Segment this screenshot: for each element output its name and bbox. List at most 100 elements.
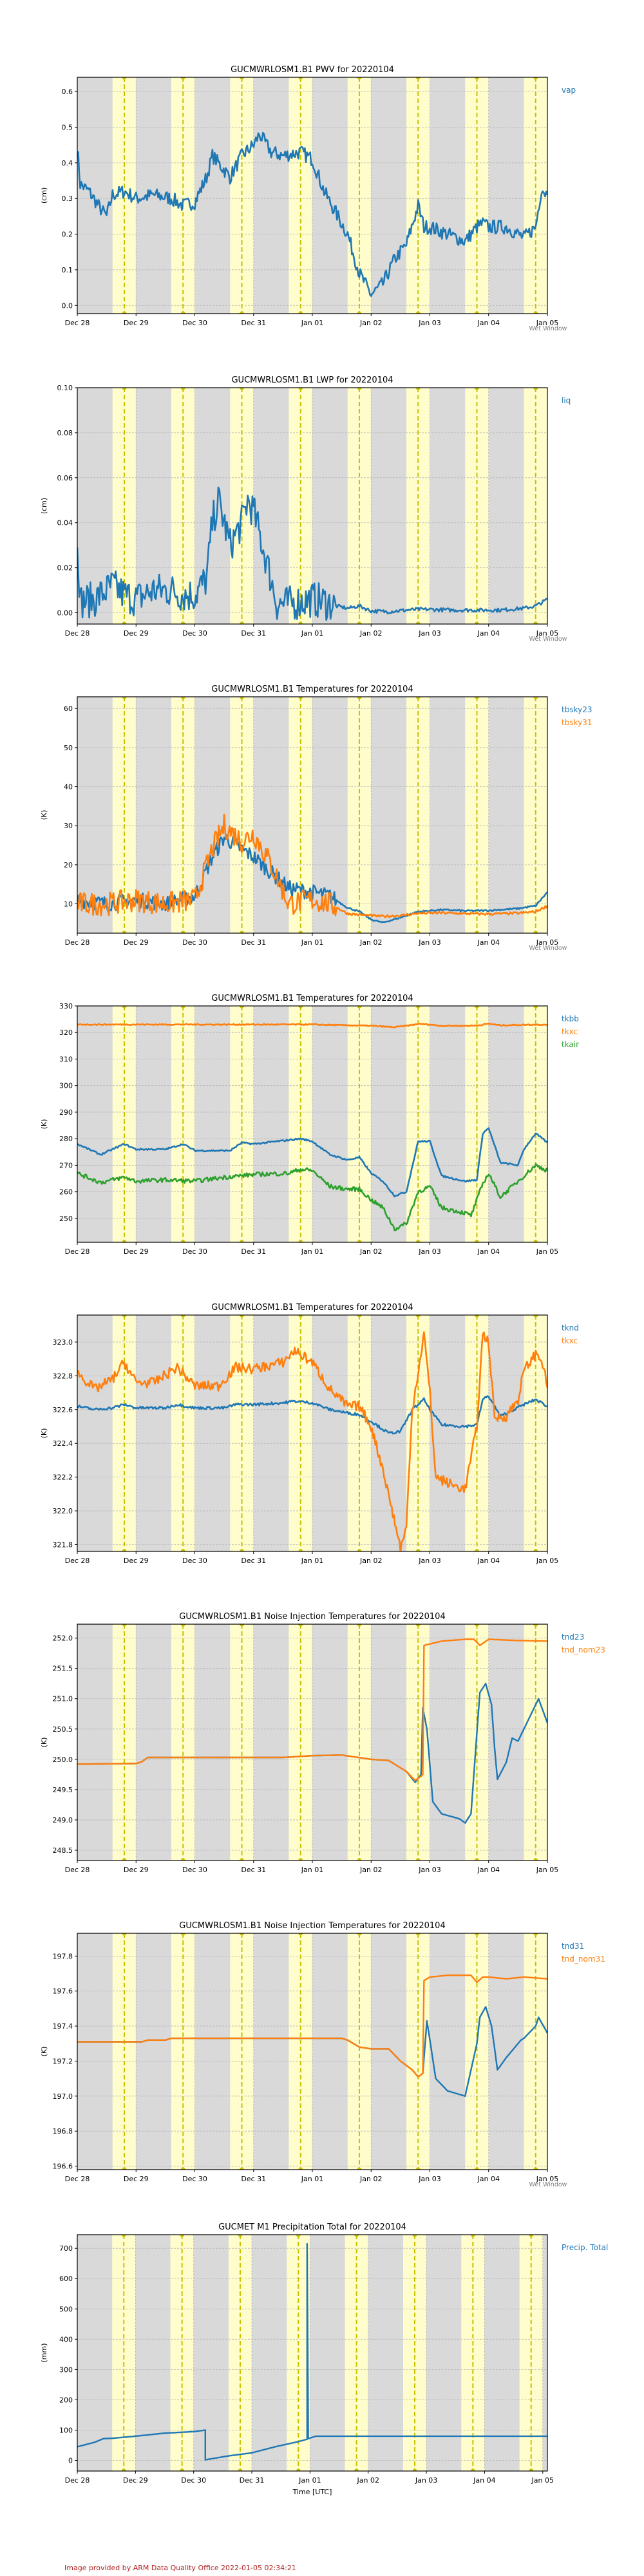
- wet-window-marker-dot: [533, 697, 538, 699]
- y-axis-label: (cm): [40, 498, 48, 514]
- wet-window-marker-dot: [415, 1006, 421, 1009]
- wet-window-marker-dot: [475, 311, 479, 314]
- x-tick-label: Jan 04: [477, 1247, 500, 1256]
- y-tick-label: 197.6: [53, 1987, 73, 1996]
- x-tick-label: Dec 30: [182, 1557, 207, 1565]
- wet-window-marker-dot: [533, 1858, 538, 1861]
- x-tick-label: Dec 28: [65, 1557, 90, 1565]
- y-tick-label: 0.6: [62, 88, 73, 96]
- axes-frame: [77, 2234, 548, 2472]
- y-tick-label: 322.4: [53, 1439, 73, 1448]
- x-tick-label: Jan 01: [301, 629, 323, 638]
- wet-window-annotation: Wet Window: [529, 2181, 567, 2188]
- wet-window-annotation: Wet Window: [529, 325, 567, 332]
- chart-title: GUCMWRLOSM1.B1 Noise Injection Temperatu…: [179, 1921, 445, 1931]
- wet-window-marker-dot: [475, 1240, 479, 1242]
- wet-window-marker-dot: [180, 1006, 185, 1009]
- chart-title: GUCMWRLOSM1.B1 PWV for 20220104: [231, 65, 394, 75]
- wet-window-marker-dot: [296, 2235, 301, 2237]
- chart-panel: GUCMWRLOSM1.B1 Temperatures for 20220104…: [0, 1296, 644, 1601]
- series-line-tkair: [77, 1163, 547, 1231]
- wet-window-marker-dot: [533, 77, 538, 80]
- wet-window-marker-dot: [180, 2167, 185, 2170]
- x-tick-label: Jan 02: [359, 2175, 382, 2183]
- wet-window-marker-dot: [122, 2167, 127, 2170]
- wet-window-marker-dot: [529, 2235, 534, 2237]
- wet-window-marker-dot: [122, 1240, 127, 1242]
- legend-entry: tkxc: [562, 1336, 578, 1345]
- chart-panel: GUCMWRLOSM1.B1 Noise Injection Temperatu…: [0, 1914, 644, 2219]
- series-line-tbsky31: [77, 813, 547, 918]
- legend-entry: vap: [562, 86, 576, 95]
- y-tick-label: 0.4: [62, 159, 73, 167]
- wet-window-marker-dot: [298, 1549, 303, 1551]
- wet-window-marker-dot: [122, 1549, 127, 1551]
- x-tick-label: Jan 05: [536, 938, 558, 947]
- wet-window-marker-dot: [533, 2167, 538, 2170]
- x-tick-label: Dec 30: [182, 629, 207, 638]
- x-tick-label: Dec 29: [124, 1866, 149, 1874]
- y-tick-label: 260: [59, 1188, 73, 1197]
- x-tick-label: Dec 28: [65, 319, 90, 327]
- wet-window-marker-dot: [298, 311, 303, 314]
- wet-window-marker-dot: [357, 621, 362, 624]
- wet-window-marker-dot: [529, 2468, 534, 2471]
- chart-panel: GUCMWRLOSM1.B1 Noise Injection Temperatu…: [0, 1605, 644, 1910]
- legend-entry: liq: [562, 396, 571, 405]
- legend-entry: tbsky23: [562, 705, 592, 714]
- wet-window-marker-dot: [298, 1858, 303, 1861]
- wet-window-marker-dot: [354, 2235, 359, 2237]
- plot-layer: [77, 1933, 547, 2170]
- y-tick-label: 197.8: [53, 1952, 73, 1960]
- wet-window-marker-dot: [533, 311, 538, 314]
- y-tick-label: 40: [64, 783, 73, 791]
- series-line-liq: [77, 486, 547, 621]
- wet-window-marker-dot: [475, 2167, 479, 2170]
- wet-window-marker-dot: [122, 1315, 127, 1318]
- wet-window-marker-dot: [180, 1858, 185, 1861]
- y-tick-label: 300: [59, 2365, 73, 2374]
- plot-layer: [77, 1315, 547, 1551]
- wet-window-marker-dot: [121, 2235, 126, 2237]
- wet-window-marker-dot: [533, 931, 538, 933]
- wet-window-marker-dot: [475, 1315, 479, 1318]
- wet-window-marker-dot: [298, 77, 303, 80]
- wet-window-marker-dot: [180, 1624, 185, 1627]
- wet-window-marker-dot: [470, 2235, 475, 2237]
- wet-window-marker-dot: [298, 1240, 303, 1242]
- x-tick-label: Dec 31: [241, 629, 266, 638]
- x-tick-label: Jan 01: [298, 2476, 321, 2485]
- y-tick-label: 196.6: [53, 2163, 73, 2171]
- wet-window-marker-dot: [475, 1006, 479, 1009]
- wet-window-marker-dot: [415, 621, 421, 624]
- series-line-tnd-nom31: [77, 1975, 547, 2078]
- y-tick-label: 500: [59, 2305, 73, 2313]
- wet-window-marker-dot: [357, 1240, 362, 1242]
- wet-window-marker-dot: [180, 388, 185, 390]
- wet-window-marker-dot: [240, 1858, 244, 1861]
- y-tick-label: 323.0: [53, 1338, 73, 1347]
- wet-window-marker-dot: [533, 1240, 538, 1242]
- wet-window-marker-dot: [475, 697, 479, 699]
- y-tick-label: 0.3: [62, 194, 73, 203]
- wet-window-marker-dot: [180, 2468, 185, 2471]
- y-axis-label: (K): [40, 2047, 48, 2057]
- plot-layer: [77, 388, 547, 624]
- wet-window-marker-dot: [298, 1006, 303, 1009]
- y-tick-label: 280: [59, 1135, 73, 1143]
- wet-window-marker-dot: [238, 2468, 243, 2471]
- y-tick-label: 0.06: [57, 474, 73, 482]
- x-tick-label: Dec 31: [241, 1557, 266, 1565]
- wet-window-marker-dot: [475, 931, 479, 933]
- chart-title: GUCMWRLOSM1.B1 Temperatures for 20220104: [211, 994, 413, 1003]
- chart-panel: GUCMWRLOSM1.B1 Temperatures for 20220104…: [0, 677, 644, 983]
- x-tick-label: Dec 30: [182, 938, 207, 947]
- wet-window-marker-dot: [121, 2468, 126, 2471]
- chart-svg: GUCMWRLOSM1.B1 Noise Injection Temperatu…: [40, 1921, 605, 2188]
- y-tick-label: 700: [59, 2244, 73, 2253]
- x-tick-label: Dec 31: [241, 1247, 266, 1256]
- x-tick-label: Jan 05: [531, 2476, 554, 2485]
- wet-window-marker-dot: [298, 1624, 303, 1627]
- x-tick-label: Jan 03: [418, 319, 440, 327]
- wet-window-marker-dot: [240, 1240, 244, 1242]
